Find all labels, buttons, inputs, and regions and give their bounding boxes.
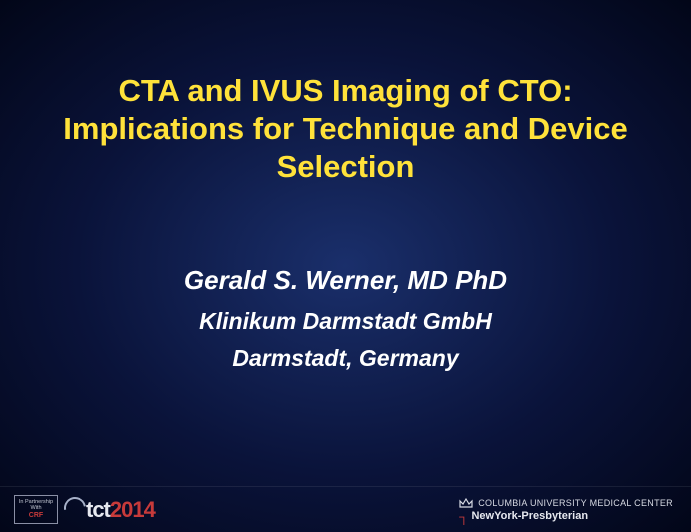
author-name: Gerald S. Werner, MD PhD xyxy=(184,265,507,296)
partner-badge: In Partnership With CRF xyxy=(14,495,58,524)
nyp-row: ┐ NewYork-Presbyterian xyxy=(459,510,588,523)
nyp-label: NewYork-Presbyterian xyxy=(471,510,588,522)
nyp-bar-icon: ┐ xyxy=(459,510,468,523)
slide-title: CTA and IVUS Imaging of CTO: Implication… xyxy=(58,72,633,185)
swirl-icon xyxy=(64,497,84,517)
tct-text: tct xyxy=(86,497,110,523)
columbia-row: COLUMBIA UNIVERSITY MEDICAL CENTER xyxy=(459,497,673,509)
partner-line2: CRF xyxy=(29,512,43,520)
author-location: Darmstadt, Germany xyxy=(184,345,507,372)
footer: In Partnership With CRF tct2014 COLUMBIA… xyxy=(0,486,691,532)
author-block: Gerald S. Werner, MD PhD Klinikum Darmst… xyxy=(184,265,507,372)
slide: CTA and IVUS Imaging of CTO: Implication… xyxy=(0,0,691,532)
footer-left-logo: In Partnership With CRF tct2014 xyxy=(14,495,155,524)
tct-year: 2014 xyxy=(110,497,155,523)
content-area: CTA and IVUS Imaging of CTO: Implication… xyxy=(0,0,691,486)
partner-line1: In Partnership With xyxy=(18,499,54,511)
footer-right-logo: COLUMBIA UNIVERSITY MEDICAL CENTER ┐ New… xyxy=(459,497,673,523)
columbia-label: COLUMBIA UNIVERSITY MEDICAL CENTER xyxy=(478,498,673,508)
tct-logo: tct2014 xyxy=(64,497,155,523)
crown-icon xyxy=(459,497,473,509)
author-affiliation: Klinikum Darmstadt GmbH xyxy=(184,308,507,335)
